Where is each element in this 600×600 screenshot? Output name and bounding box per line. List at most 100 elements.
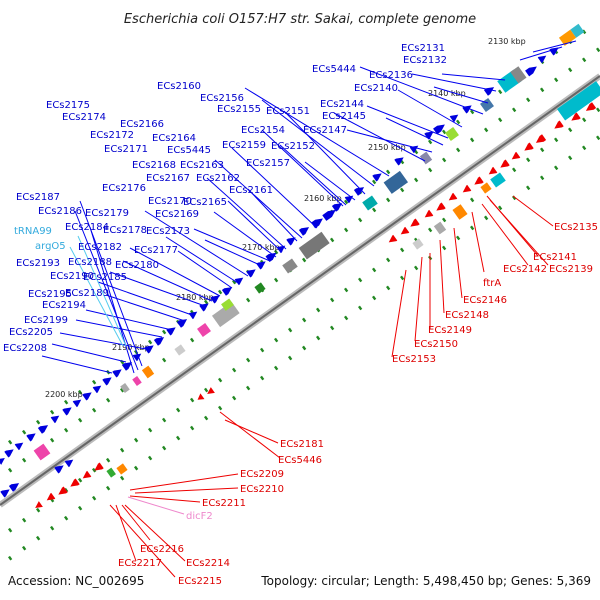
ruler-tick [302, 345, 307, 351]
ruler-tick [133, 437, 139, 443]
ruler-tick [358, 305, 363, 311]
ruler-tick [91, 495, 97, 501]
ruler-tick [330, 297, 335, 303]
feature-block [211, 298, 240, 328]
forward-gene-arrow [153, 337, 165, 346]
ruler-tick [372, 267, 377, 273]
gene-label: ECs2172 [90, 130, 134, 141]
ruler-tick [50, 437, 55, 443]
ruler-tick [161, 329, 167, 335]
gene-label: ECs2186 [38, 206, 82, 217]
forward-gene-arrow [433, 124, 445, 135]
forward-gene-arrow [121, 362, 133, 371]
forward-gene-arrow [210, 295, 220, 304]
ruler-tick [372, 207, 377, 213]
forward-gene-arrow [0, 489, 10, 498]
gene-label: ECs2167 [146, 173, 190, 184]
reverse-leader-lines [109, 195, 554, 578]
forward-gene-arrow [449, 114, 459, 123]
ruler-tick [498, 205, 503, 211]
ruler-tick [442, 217, 447, 223]
ruler-tick [147, 455, 153, 461]
gene-label: ECs2180 [115, 260, 159, 271]
rna-label: argO5 [35, 241, 66, 252]
forward-gene-arrow [221, 287, 233, 296]
ruler-tick [540, 87, 545, 93]
ruler-tick [470, 109, 475, 115]
forward-gene-arrow [322, 209, 336, 221]
forward-gene-arrow [353, 187, 365, 196]
ruler-tick [204, 415, 209, 421]
feature-block [480, 182, 492, 194]
forward-gene-arrow [199, 303, 209, 312]
gene-label: ECs2205 [9, 327, 53, 338]
forward-gene-arrow [14, 442, 24, 451]
ruler-tick [456, 147, 461, 153]
gene-label: ECs5446 [278, 455, 322, 466]
reverse-gene-arrow [388, 234, 398, 243]
ruler-tick [470, 225, 475, 231]
gene-label: ECs5444 [312, 64, 356, 75]
forward-gene-arrow [537, 55, 547, 64]
reverse-gene-arrow [207, 387, 215, 395]
gene-label: ECs2140 [354, 83, 398, 94]
ruler-tick [274, 365, 279, 371]
gene-label: ECs2210 [240, 484, 284, 495]
ruler-tick [428, 167, 433, 173]
ruler-tick [554, 77, 559, 83]
feature-block [362, 195, 378, 211]
ruler-tick [540, 147, 545, 153]
forward-gene-arrow [102, 377, 112, 386]
ruler-tick [246, 385, 251, 391]
reverse-gene-arrow [474, 176, 484, 185]
reverse-gene-arrow [554, 120, 564, 129]
ruler-tick [386, 169, 391, 175]
ruler-tick [36, 419, 41, 425]
ruler-tick [274, 277, 279, 283]
feature-block [558, 23, 585, 46]
forward-gene-arrow [525, 66, 537, 77]
ruler-tick [134, 465, 139, 471]
forward-gene-arrow [64, 459, 74, 468]
ruler-tick [358, 217, 363, 223]
ruler-tick [596, 47, 600, 53]
gene-label: ECs2215 [178, 576, 222, 587]
ruler-tick [119, 475, 125, 481]
gene-label: ECs2193 [16, 258, 60, 269]
reverse-gene-arrow [410, 218, 420, 227]
ruler-tick [442, 157, 447, 163]
ruler-label: 2160 kbp [304, 194, 342, 203]
ruler-tick [260, 375, 265, 381]
gene-label: ECs2146 [463, 295, 507, 306]
gene-label: ECs2142 [503, 264, 547, 275]
gene-label: ECs2154 [241, 125, 285, 136]
reverse-gene-arrow [82, 470, 92, 479]
pseudo-leader-lines [127, 496, 185, 515]
gene-label: ECs2149 [428, 325, 472, 336]
gene-label: ECs2174 [62, 112, 106, 123]
forward-gene-arrow [276, 245, 286, 254]
genome-backbone [0, 73, 600, 508]
ruler-tick [302, 317, 307, 323]
gene-label: ECs2147 [303, 125, 347, 136]
ruler-tick [456, 235, 461, 241]
ruler-tick [21, 429, 27, 435]
forward-gene-arrow [112, 369, 122, 378]
gene-label: ECs2179 [85, 208, 129, 219]
ruler-tick [245, 357, 251, 363]
gene-label: ECs2135 [554, 222, 598, 233]
forward-gene-arrow [246, 269, 256, 278]
feature-block [33, 443, 51, 461]
ruler-tick [526, 157, 531, 163]
ruler-tick [484, 215, 489, 221]
reverse-gene-arrow [46, 492, 56, 501]
gene-label: ECs2178 [103, 225, 147, 236]
forward-gene-arrow [549, 47, 559, 56]
reverse-gene-arrow [400, 226, 410, 235]
forward-gene-arrow [26, 433, 36, 442]
ruler-tick [400, 247, 405, 253]
gene-label: ECs2195 [28, 289, 72, 300]
gene-label: ECs2194 [42, 300, 86, 311]
forward-gene-arrow [298, 227, 310, 236]
feature-block [556, 81, 600, 121]
